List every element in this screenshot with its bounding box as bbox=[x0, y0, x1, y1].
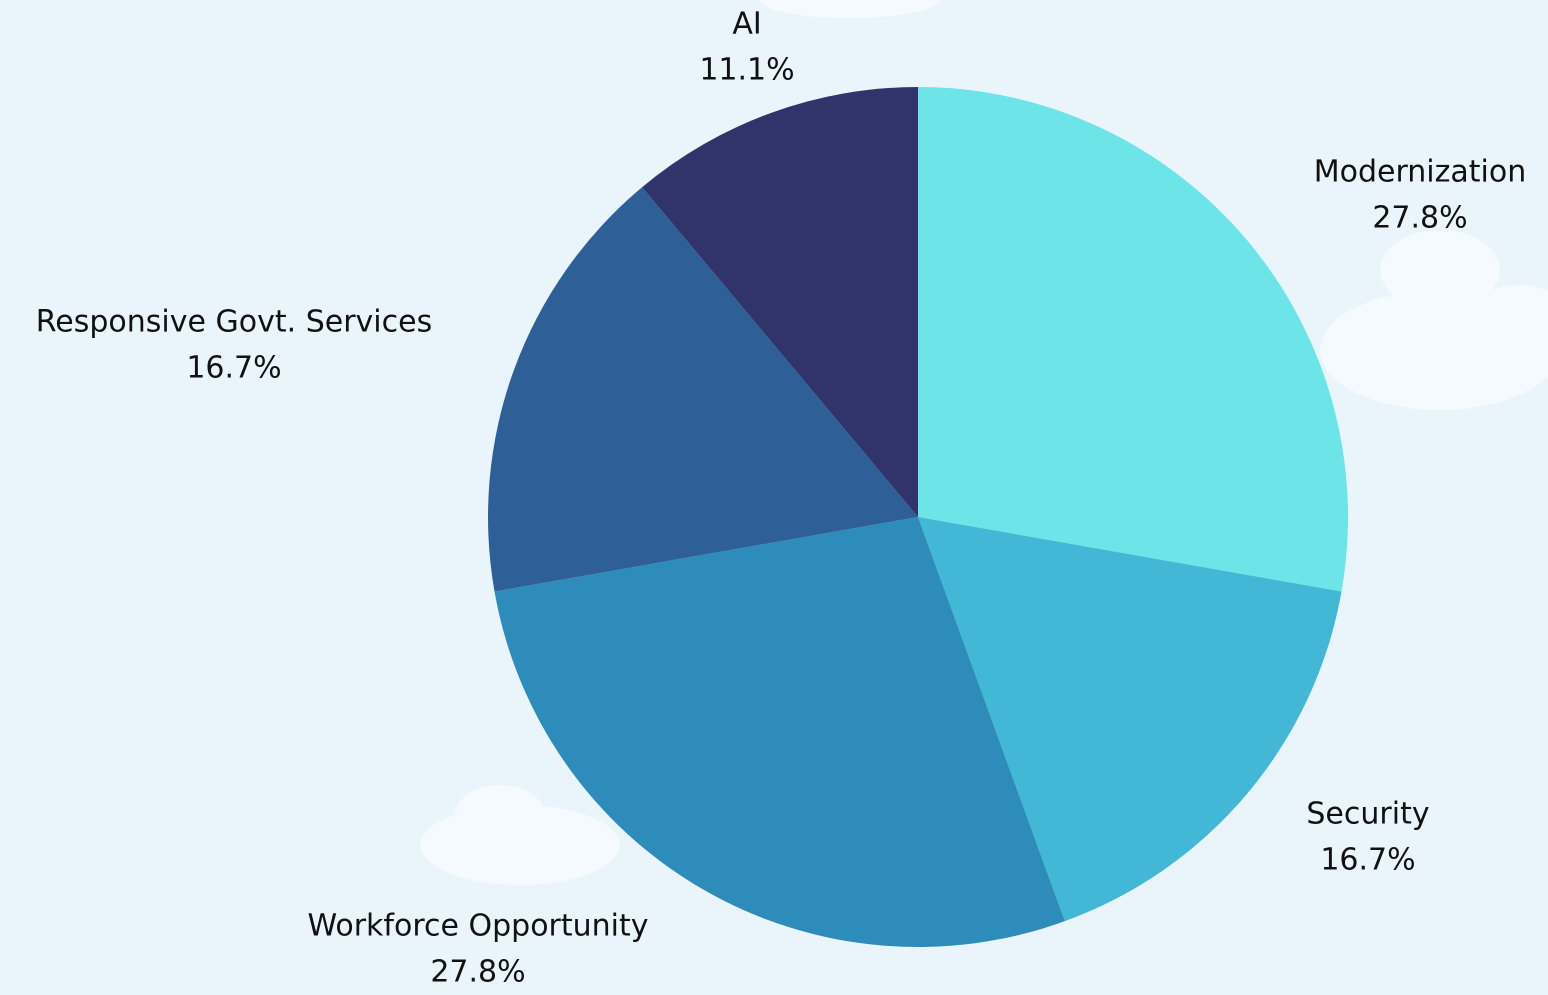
pie-slice bbox=[642, 87, 918, 517]
slice-label: Responsive Govt. Services bbox=[36, 305, 432, 340]
slice-label: Security bbox=[1306, 797, 1429, 832]
pie-slice bbox=[918, 87, 1348, 592]
slice-value-label: 27.8% bbox=[430, 955, 525, 990]
slice-label: AI bbox=[732, 7, 761, 42]
slice-label: Modernization bbox=[1314, 155, 1527, 190]
clouds bbox=[420, 0, 1548, 885]
pie: Modernization 27.8% Security 16.7% Workforce… bbox=[36, 7, 1526, 990]
pie-slice bbox=[918, 517, 1342, 922]
slice-value-label: 16.7% bbox=[186, 351, 281, 386]
slice-value-label: 27.8% bbox=[1372, 201, 1467, 236]
slice-value-label: 11.1% bbox=[699, 53, 794, 88]
slice-value-label: 16.7% bbox=[1320, 843, 1415, 878]
slice-label: Workforce Opportunity bbox=[307, 909, 648, 944]
pie-slice bbox=[488, 187, 918, 592]
pie-slice bbox=[494, 517, 1065, 947]
